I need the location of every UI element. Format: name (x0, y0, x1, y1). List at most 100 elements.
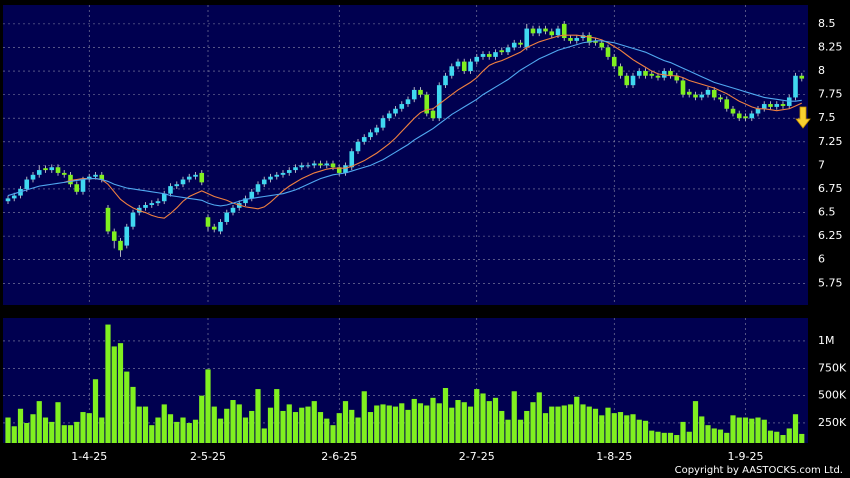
candle-body (793, 75, 798, 98)
volume-bar (492, 397, 499, 443)
volume-bar (724, 432, 730, 443)
candle-body (555, 28, 561, 36)
candle-body (330, 163, 336, 168)
x-tick-label: 2-5-25 (190, 450, 226, 463)
candle-body (636, 71, 642, 76)
candle-body (199, 172, 205, 183)
volume-bar (767, 430, 774, 443)
volume-bar (186, 422, 192, 443)
candle-body (349, 151, 355, 168)
y-tick-label: 6 (818, 253, 825, 266)
candle-body (443, 75, 448, 86)
candle-body (99, 174, 105, 180)
candle-body (736, 113, 742, 119)
volume-bar (792, 414, 799, 443)
volume-bar (124, 371, 130, 443)
volume-bar (142, 406, 149, 443)
volume-bar (61, 425, 67, 443)
candle-body (243, 198, 248, 204)
volume-bar (417, 403, 424, 443)
moving-average-line (7, 40, 802, 207)
candle-body (605, 47, 611, 57)
candle-body (755, 108, 761, 114)
volume-bar (442, 387, 449, 443)
volume-bar (211, 406, 217, 443)
volume-bar (355, 417, 361, 443)
candle-body (49, 167, 55, 171)
candle-body (55, 167, 61, 173)
volume-bar (42, 417, 49, 443)
volume-bar (661, 432, 667, 443)
volume-bar (224, 408, 230, 443)
candle-body (411, 89, 417, 100)
candle-body (168, 186, 173, 194)
candle-body (418, 89, 423, 95)
y-tick-label: 8.25 (818, 40, 843, 53)
candle-body (311, 163, 317, 166)
candle-body (380, 118, 386, 128)
candle-body (224, 212, 230, 222)
y-tick-label: 7.25 (818, 135, 843, 148)
candle-body (618, 66, 623, 76)
candle-body (230, 207, 236, 213)
candle-body (780, 104, 786, 106)
volume-bar (624, 415, 630, 443)
volume-bar (149, 425, 155, 443)
x-tick-label: 1-8-25 (596, 450, 632, 463)
candle-body (261, 179, 267, 185)
candle-body (480, 54, 486, 57)
volume-bar (717, 429, 724, 443)
candle-body (355, 141, 361, 152)
candle-body (624, 75, 630, 86)
volume-bar (17, 408, 24, 443)
volume-bar (405, 409, 411, 443)
volume-bar (692, 401, 699, 443)
candle-body (643, 71, 648, 76)
candle-body (336, 167, 342, 173)
candle-body (530, 28, 536, 34)
volume-bar (236, 404, 242, 443)
volume-bar (130, 386, 136, 443)
volume-bar (167, 414, 174, 443)
candle-body (93, 174, 98, 177)
volume-bar (705, 425, 711, 443)
candle-body (486, 54, 492, 57)
candle-body (286, 170, 292, 173)
candle-body (761, 104, 767, 109)
volume-bar (274, 389, 280, 443)
volume-bar (686, 431, 692, 443)
candle-body (680, 80, 686, 95)
volume-bar (305, 406, 311, 443)
candle-body (461, 61, 467, 72)
candle-body (61, 172, 67, 175)
candle-body (180, 179, 186, 185)
candle-body (143, 205, 148, 208)
volume-bar (424, 405, 430, 443)
volume-bar (311, 401, 317, 443)
candle-body (499, 50, 505, 53)
volume-bar (630, 414, 636, 443)
candle-body (186, 176, 192, 180)
candle-body (280, 172, 286, 175)
volume-bar (455, 400, 461, 443)
volume-bar (786, 428, 792, 443)
volume-bar (392, 406, 399, 443)
volume-bar (5, 417, 11, 443)
volume-bar (699, 416, 705, 443)
candle-body (586, 35, 592, 43)
candle-body (693, 94, 698, 98)
candle-body (299, 165, 305, 168)
x-tick-label: 2-6-25 (321, 450, 357, 463)
y-tick-label: 8 (818, 64, 825, 77)
candle-body (318, 163, 323, 166)
volume-bar (742, 417, 749, 443)
volume-bar (367, 412, 374, 443)
volume-bar (467, 406, 474, 443)
volume-bar (780, 435, 786, 443)
candle-body (293, 167, 298, 171)
y-tick-label: 750K (818, 361, 847, 374)
volume-bar (67, 425, 74, 443)
volume-bar (86, 413, 92, 443)
y-tick-label: 7 (818, 158, 825, 171)
